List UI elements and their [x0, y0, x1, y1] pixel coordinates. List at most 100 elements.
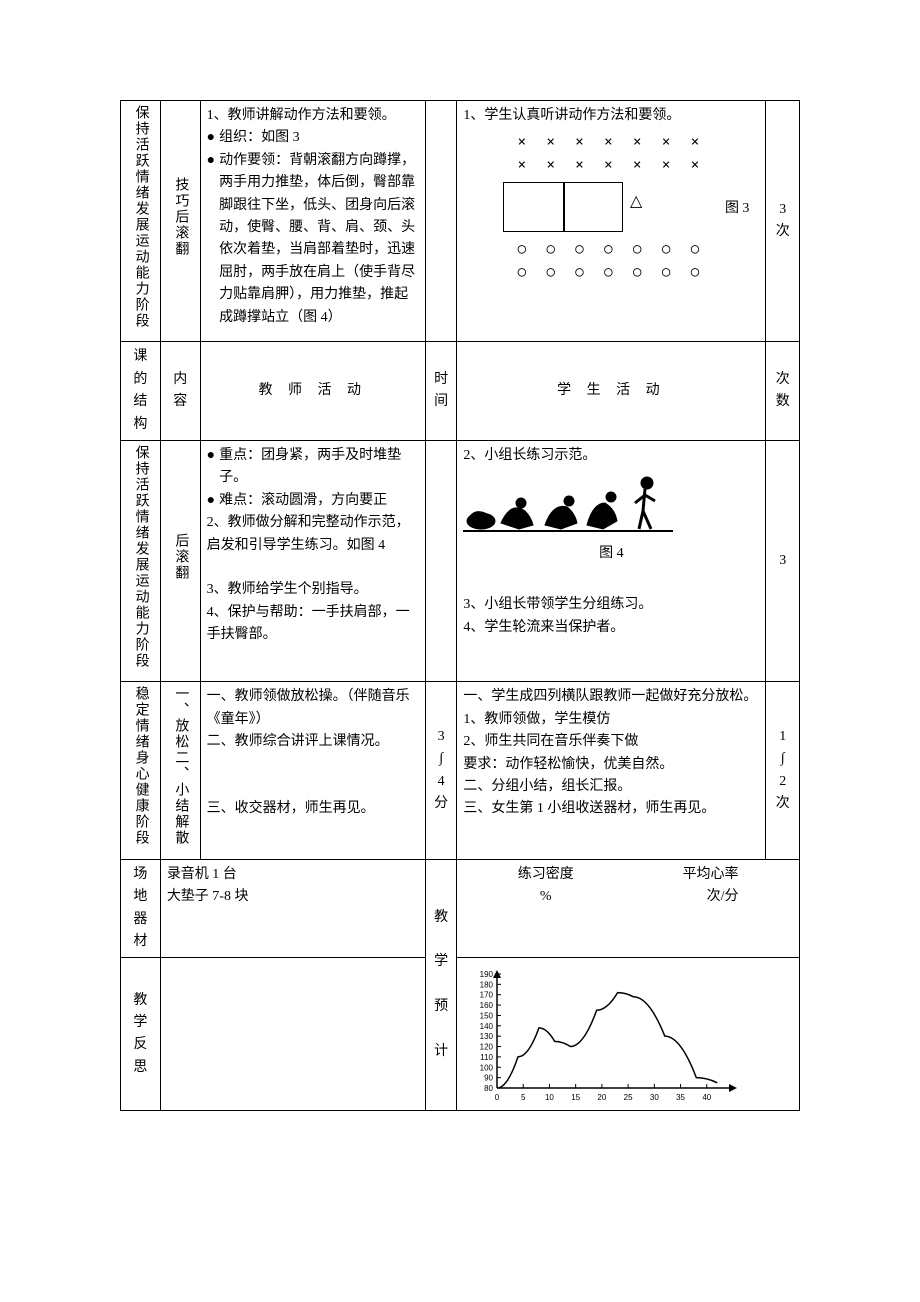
- svg-text:140: 140: [480, 1022, 494, 1031]
- diagram-fig3: × × × × × × × × × × × × × × △ 图 3 ○ ○ ○ …: [463, 131, 759, 283]
- structure-cell: 保持活跃情绪发展运动能力阶段: [121, 101, 161, 342]
- o-marks-row: ○ ○ ○ ○ ○ ○ ○: [463, 238, 759, 260]
- bullet-text: 动作要领：背朝滚翻方向蹲撑，两手用力推垫，体后倒，臀部靠脚跟往下坐，低头、团身向…: [219, 150, 419, 329]
- svg-text:25: 25: [624, 1093, 633, 1102]
- svg-text:5: 5: [521, 1093, 526, 1102]
- svg-text:160: 160: [480, 1001, 494, 1010]
- structure-cell: 稳定情绪身心健康阶段: [121, 682, 161, 859]
- bullet-icon: ●: [207, 445, 215, 467]
- header-cell: 学 生 活 动: [457, 342, 766, 441]
- student-line: 4、学生轮流来当保护者。: [463, 617, 759, 639]
- count-cell: 1 ∫ 2 次: [766, 682, 800, 859]
- count-cell: 3 次: [766, 101, 800, 342]
- svg-text:15: 15: [572, 1093, 581, 1102]
- structure-text: 保持活跃情绪发展运动能力阶段: [129, 445, 151, 669]
- bullet-text: 重点：团身紧，两手及时堆垫子。: [219, 445, 419, 490]
- chart-cell: 1901801701601501401301201101009080051015…: [457, 958, 800, 1111]
- triangle-icon: △: [630, 189, 642, 215]
- student-line: 1、教师领做，学生模仿: [463, 709, 759, 731]
- svg-text:40: 40: [703, 1093, 712, 1102]
- svg-text:20: 20: [598, 1093, 607, 1102]
- table-row: 场地器材 录音机 1 台 大垫子 7-8 块 教 学 预 计 练习密度 % 平均…: [121, 859, 800, 958]
- student-line: 1、学生认真听讲动作方法和要领。: [463, 105, 759, 127]
- count-cell: 3: [766, 440, 800, 681]
- reflection-cell: [160, 958, 425, 1111]
- metrics-cell: 练习密度 % 平均心率 次/分: [457, 859, 800, 958]
- student-line: 三、女生第 1 小组收送器材，师生再见。: [463, 798, 759, 820]
- density-label: 练习密度: [518, 864, 574, 886]
- svg-text:90: 90: [484, 1074, 493, 1083]
- svg-text:80: 80: [484, 1084, 493, 1093]
- x-marks-row: × × × × × × ×: [463, 154, 759, 176]
- teacher-cell: ● 重点：团身紧，两手及时堆垫子。 ● 难点：滚动圆滑，方向要正 2、教师做分解…: [200, 440, 425, 681]
- svg-text:110: 110: [481, 1053, 494, 1062]
- table-row: 保持活跃情绪发展运动能力阶段 技巧后滚翻 1、教师讲解动作方法和要领。 ● 组织…: [121, 101, 800, 342]
- student-cell: 1、学生认真听讲动作方法和要领。 × × × × × × × × × × × ×…: [457, 101, 766, 342]
- structure-cell: 场地器材: [121, 859, 161, 958]
- table-row: 教学反思 19018017016015014013012011010090800…: [121, 958, 800, 1111]
- hr-label: 平均心率: [683, 864, 739, 886]
- svg-text:10: 10: [545, 1093, 554, 1102]
- equipment-line: 大垫子 7-8 块: [167, 886, 419, 908]
- content-cell: 技巧后滚翻: [160, 101, 200, 342]
- svg-text:120: 120: [480, 1043, 494, 1052]
- time-cell: [425, 440, 456, 681]
- student-line: 一、学生成四列横队跟教师一起做好充分放松。: [463, 686, 759, 708]
- student-cell: 2、小组长练习示范。: [457, 440, 766, 681]
- svg-text:0: 0: [495, 1093, 500, 1102]
- table-row: 保持活跃情绪发展运动能力阶段 后滚翻 ● 重点：团身紧，两手及时堆垫子。 ● 难…: [121, 440, 800, 681]
- teacher-line: 2、教师做分解和完整动作示范，启发和引导学生练习。如图 4: [207, 512, 419, 557]
- equipment-line: 录音机 1 台: [167, 864, 419, 886]
- predict-label: 教 学 预 计: [434, 910, 448, 1059]
- content-cell: 后滚翻: [160, 440, 200, 681]
- student-line: 2、师生共同在音乐伴奏下做: [463, 731, 759, 753]
- header-cell: 时间: [425, 342, 456, 441]
- svg-text:170: 170: [480, 991, 494, 1000]
- bullet-icon: ●: [207, 127, 215, 149]
- student-line: 2、小组长练习示范。: [463, 445, 759, 467]
- rect-divider: [563, 183, 565, 231]
- header-row: 课的结构 内容 教 师 活 动 时间 学 生 活 动 次数: [121, 342, 800, 441]
- svg-text:130: 130: [480, 1032, 494, 1041]
- student-line: 3、小组长带领学生分组练习。: [463, 594, 759, 616]
- chart-svg: 1901801701601501401301201101009080051015…: [463, 966, 743, 1106]
- student-line: 要求：动作轻松愉快，优美自然。: [463, 754, 759, 776]
- structure-cell: 教学反思: [121, 958, 161, 1111]
- structure-cell: 保持活跃情绪发展运动能力阶段: [121, 440, 161, 681]
- svg-text:190: 190: [480, 970, 494, 979]
- bullet-icon: ●: [207, 490, 215, 512]
- teacher-line: 三、收交器材，师生再见。: [207, 798, 419, 820]
- bullet-text: 难点：滚动圆滑，方向要正: [219, 490, 387, 512]
- fig3-label: 图 3: [725, 198, 750, 220]
- equipment-cell: 录音机 1 台 大垫子 7-8 块: [160, 859, 425, 958]
- svg-text:150: 150: [480, 1012, 494, 1021]
- bullet-icon: ●: [207, 150, 215, 172]
- bullet-item: ● 重点：团身紧，两手及时堆垫子。: [207, 445, 419, 490]
- teacher-line: 一、教师领做放松操。（伴随音乐《童年》）: [207, 686, 419, 731]
- o-marks-row: ○ ○ ○ ○ ○ ○ ○: [463, 261, 759, 283]
- student-cell: 一、学生成四列横队跟教师一起做好充分放松。 1、教师领做，学生模仿 2、师生共同…: [457, 682, 766, 859]
- teacher-line: 1、教师讲解动作方法和要领。: [207, 105, 419, 127]
- time-cell: [425, 101, 456, 342]
- count-text: 1 ∫ 2 次: [776, 729, 790, 811]
- density-unit: %: [518, 886, 574, 908]
- predict-label-cell: 教 学 预 计: [425, 859, 456, 1111]
- svg-text:180: 180: [480, 981, 494, 990]
- fig4-illustration: 图 4: [463, 473, 759, 565]
- rect-shape: △: [503, 182, 623, 232]
- teacher-cell: 1、教师讲解动作方法和要领。 ● 组织：如图 3 ● 动作要领：背朝滚翻方向蹲撑…: [200, 101, 425, 342]
- header-cell: 次数: [766, 342, 800, 441]
- header-cell: 内容: [160, 342, 200, 441]
- content-text: 技巧后滚翻: [169, 177, 191, 257]
- structure-text: 稳定情绪身心健康阶段: [129, 686, 151, 846]
- teacher-cell: 一、教师领做放松操。（伴随音乐《童年》） 二、教师综合讲评上课情况。 三、收交器…: [200, 682, 425, 859]
- bullet-text: 组织：如图 3: [219, 127, 300, 149]
- fig4-label: 图 4: [463, 543, 759, 565]
- teacher-line: 二、教师综合讲评上课情况。: [207, 731, 419, 753]
- heart-rate-chart: 1901801701601501401301201101009080051015…: [463, 966, 793, 1106]
- hr-block: 平均心率 次/分: [683, 864, 739, 909]
- hr-unit: 次/分: [683, 886, 739, 908]
- header-cell: 教 师 活 动: [200, 342, 425, 441]
- content-cell: 一、放松二、小结解散: [160, 682, 200, 859]
- content-text: 一、放松二、小结解散: [169, 686, 191, 846]
